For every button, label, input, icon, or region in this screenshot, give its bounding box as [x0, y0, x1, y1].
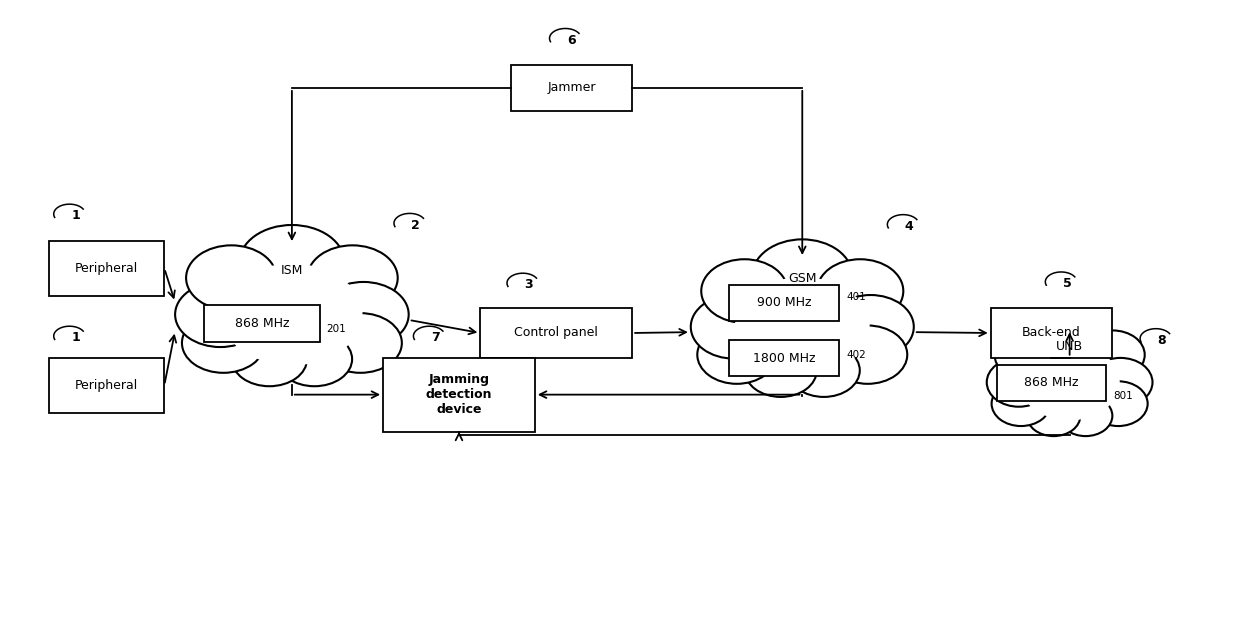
Ellipse shape — [697, 325, 776, 384]
FancyBboxPatch shape — [729, 285, 838, 321]
Text: 1: 1 — [71, 331, 79, 345]
Ellipse shape — [175, 282, 265, 347]
Ellipse shape — [828, 325, 908, 384]
Ellipse shape — [992, 381, 1050, 426]
FancyBboxPatch shape — [480, 308, 632, 358]
FancyBboxPatch shape — [205, 305, 320, 342]
Text: Peripheral: Peripheral — [74, 379, 138, 392]
Ellipse shape — [1019, 344, 1120, 420]
Text: Jamming
detection
device: Jamming detection device — [425, 373, 492, 416]
Ellipse shape — [735, 277, 869, 377]
Text: 868 MHz: 868 MHz — [234, 317, 289, 330]
Text: 4: 4 — [905, 220, 914, 233]
Ellipse shape — [751, 240, 853, 314]
Ellipse shape — [186, 245, 277, 311]
Text: GSM: GSM — [789, 272, 816, 285]
Text: 900 MHz: 900 MHz — [756, 296, 811, 309]
Ellipse shape — [308, 245, 398, 311]
Ellipse shape — [197, 247, 386, 382]
FancyBboxPatch shape — [991, 308, 1112, 358]
Ellipse shape — [182, 313, 265, 373]
Text: 3: 3 — [525, 279, 533, 291]
FancyBboxPatch shape — [511, 65, 632, 111]
Ellipse shape — [277, 332, 352, 386]
Ellipse shape — [712, 260, 893, 393]
Text: 2: 2 — [412, 219, 420, 231]
Ellipse shape — [319, 313, 402, 373]
Ellipse shape — [1089, 381, 1148, 426]
Text: 7: 7 — [432, 331, 440, 345]
Text: 6: 6 — [567, 34, 575, 47]
Ellipse shape — [702, 259, 787, 323]
Text: 1: 1 — [71, 209, 79, 223]
Ellipse shape — [994, 330, 1059, 379]
FancyBboxPatch shape — [997, 365, 1106, 401]
Text: 868 MHz: 868 MHz — [1024, 376, 1079, 389]
Ellipse shape — [239, 225, 345, 301]
Text: 5: 5 — [1063, 277, 1071, 290]
Ellipse shape — [319, 282, 409, 347]
Ellipse shape — [817, 259, 903, 323]
Text: 402: 402 — [846, 350, 866, 360]
Text: ISM: ISM — [280, 264, 303, 277]
Ellipse shape — [787, 344, 859, 397]
FancyBboxPatch shape — [383, 358, 534, 431]
Ellipse shape — [221, 264, 362, 365]
Text: Peripheral: Peripheral — [74, 262, 138, 275]
Text: UNB: UNB — [1056, 340, 1084, 353]
Text: 801: 801 — [1114, 391, 1133, 401]
Ellipse shape — [1003, 331, 1136, 433]
Text: Control panel: Control panel — [515, 326, 598, 340]
Text: 201: 201 — [326, 324, 346, 333]
Text: 8: 8 — [1158, 334, 1167, 347]
Ellipse shape — [232, 332, 308, 386]
FancyBboxPatch shape — [48, 358, 164, 413]
Ellipse shape — [827, 295, 914, 359]
Ellipse shape — [745, 344, 817, 397]
Ellipse shape — [987, 358, 1052, 407]
Ellipse shape — [1032, 315, 1107, 372]
Text: 401: 401 — [846, 292, 866, 303]
FancyBboxPatch shape — [48, 240, 164, 296]
Ellipse shape — [1089, 358, 1152, 407]
Ellipse shape — [1059, 396, 1112, 436]
Ellipse shape — [1027, 396, 1080, 436]
FancyBboxPatch shape — [729, 340, 838, 376]
Text: Back-end: Back-end — [1022, 326, 1081, 340]
Ellipse shape — [1080, 330, 1145, 379]
Text: 1800 MHz: 1800 MHz — [753, 352, 816, 365]
Text: Jammer: Jammer — [547, 82, 595, 94]
Ellipse shape — [691, 295, 777, 359]
